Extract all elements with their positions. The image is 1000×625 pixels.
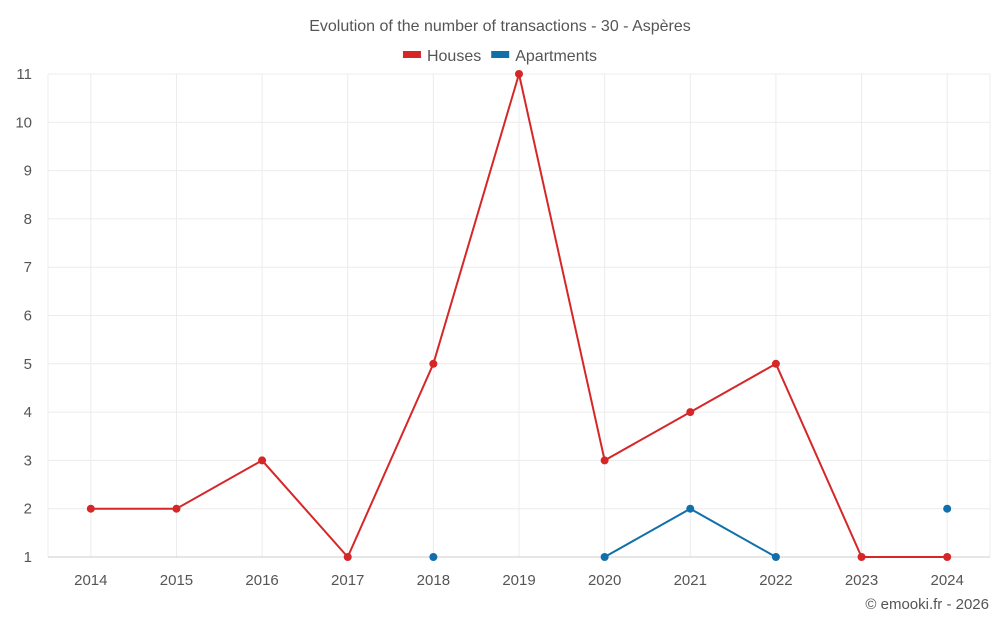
series-line-segment xyxy=(774,362,863,558)
data-point[interactable] xyxy=(429,553,438,561)
y-tick-label: 7 xyxy=(24,259,32,276)
series-line-segment xyxy=(432,73,520,365)
y-tick-label: 1 xyxy=(24,549,32,566)
x-tick-label: 2020 xyxy=(588,572,621,589)
legend-item-houses[interactable]: Houses xyxy=(402,48,481,65)
legend-swatch xyxy=(491,51,510,58)
data-point[interactable] xyxy=(343,553,352,561)
series-houses xyxy=(86,70,952,561)
grid xyxy=(47,73,991,557)
y-tick-label: 9 xyxy=(24,163,32,180)
series-line-segment xyxy=(175,459,264,510)
x-tick-label: 2023 xyxy=(845,572,878,589)
legend-item-apartments[interactable]: Apartments xyxy=(491,48,597,65)
y-tick-label: 8 xyxy=(24,211,32,228)
legend[interactable]: Houses Apartments xyxy=(402,48,597,65)
x-tick-label: 2024 xyxy=(930,572,963,589)
y-tick-label: 10 xyxy=(15,114,32,131)
x-tick-label: 2021 xyxy=(674,572,707,589)
data-point[interactable] xyxy=(515,70,523,78)
x-tick-label: 2018 xyxy=(417,572,450,589)
series-apartments xyxy=(429,504,952,561)
data-point[interactable] xyxy=(600,456,609,465)
legend-swatch xyxy=(402,51,421,58)
x-tick-label: 2017 xyxy=(331,572,364,589)
x-tick-label: 2022 xyxy=(759,572,792,589)
data-point[interactable] xyxy=(857,553,866,561)
series-line-segment xyxy=(518,73,606,462)
data-point[interactable] xyxy=(429,359,438,368)
y-tick-label: 4 xyxy=(24,404,32,421)
chart-title: Evolution of the number of transactions … xyxy=(309,18,691,35)
legend-label: Apartments xyxy=(515,48,597,65)
series-line-segment xyxy=(346,362,435,558)
x-tick-label: 2016 xyxy=(245,572,278,589)
credit-text: © emooki.fr - 2026 xyxy=(865,596,989,613)
data-point[interactable] xyxy=(258,456,267,465)
y-tick-label: 2 xyxy=(24,501,32,518)
y-tick-label: 5 xyxy=(24,356,32,373)
series-line-segment xyxy=(261,459,349,558)
x-tick-label: 2014 xyxy=(74,572,107,589)
data-point[interactable] xyxy=(686,504,695,513)
data-point[interactable] xyxy=(771,359,780,368)
data-point[interactable] xyxy=(686,408,695,417)
x-tick-label: 2015 xyxy=(160,572,193,589)
data-point[interactable] xyxy=(943,504,952,513)
data-point[interactable] xyxy=(86,504,95,513)
data-point[interactable] xyxy=(172,504,181,513)
data-point[interactable] xyxy=(771,553,780,561)
legend-label: Houses xyxy=(427,48,481,65)
x-tick-label: 2019 xyxy=(502,572,535,589)
series-line-segment xyxy=(689,362,777,414)
series-line-segment xyxy=(689,507,777,558)
y-tick-label: 11 xyxy=(16,66,32,83)
series-line-segment xyxy=(603,507,692,558)
series xyxy=(86,70,952,561)
data-point[interactable] xyxy=(943,553,952,561)
data-point[interactable] xyxy=(600,553,609,561)
series-line-segment xyxy=(603,411,692,462)
y-tick-label: 3 xyxy=(24,452,32,469)
axes: 1 2 3 4 5 6 7 8 9 10 11 2014 2015 2016 2017 2018 2019 202… xyxy=(15,66,990,589)
y-tick-label: 6 xyxy=(24,308,32,325)
